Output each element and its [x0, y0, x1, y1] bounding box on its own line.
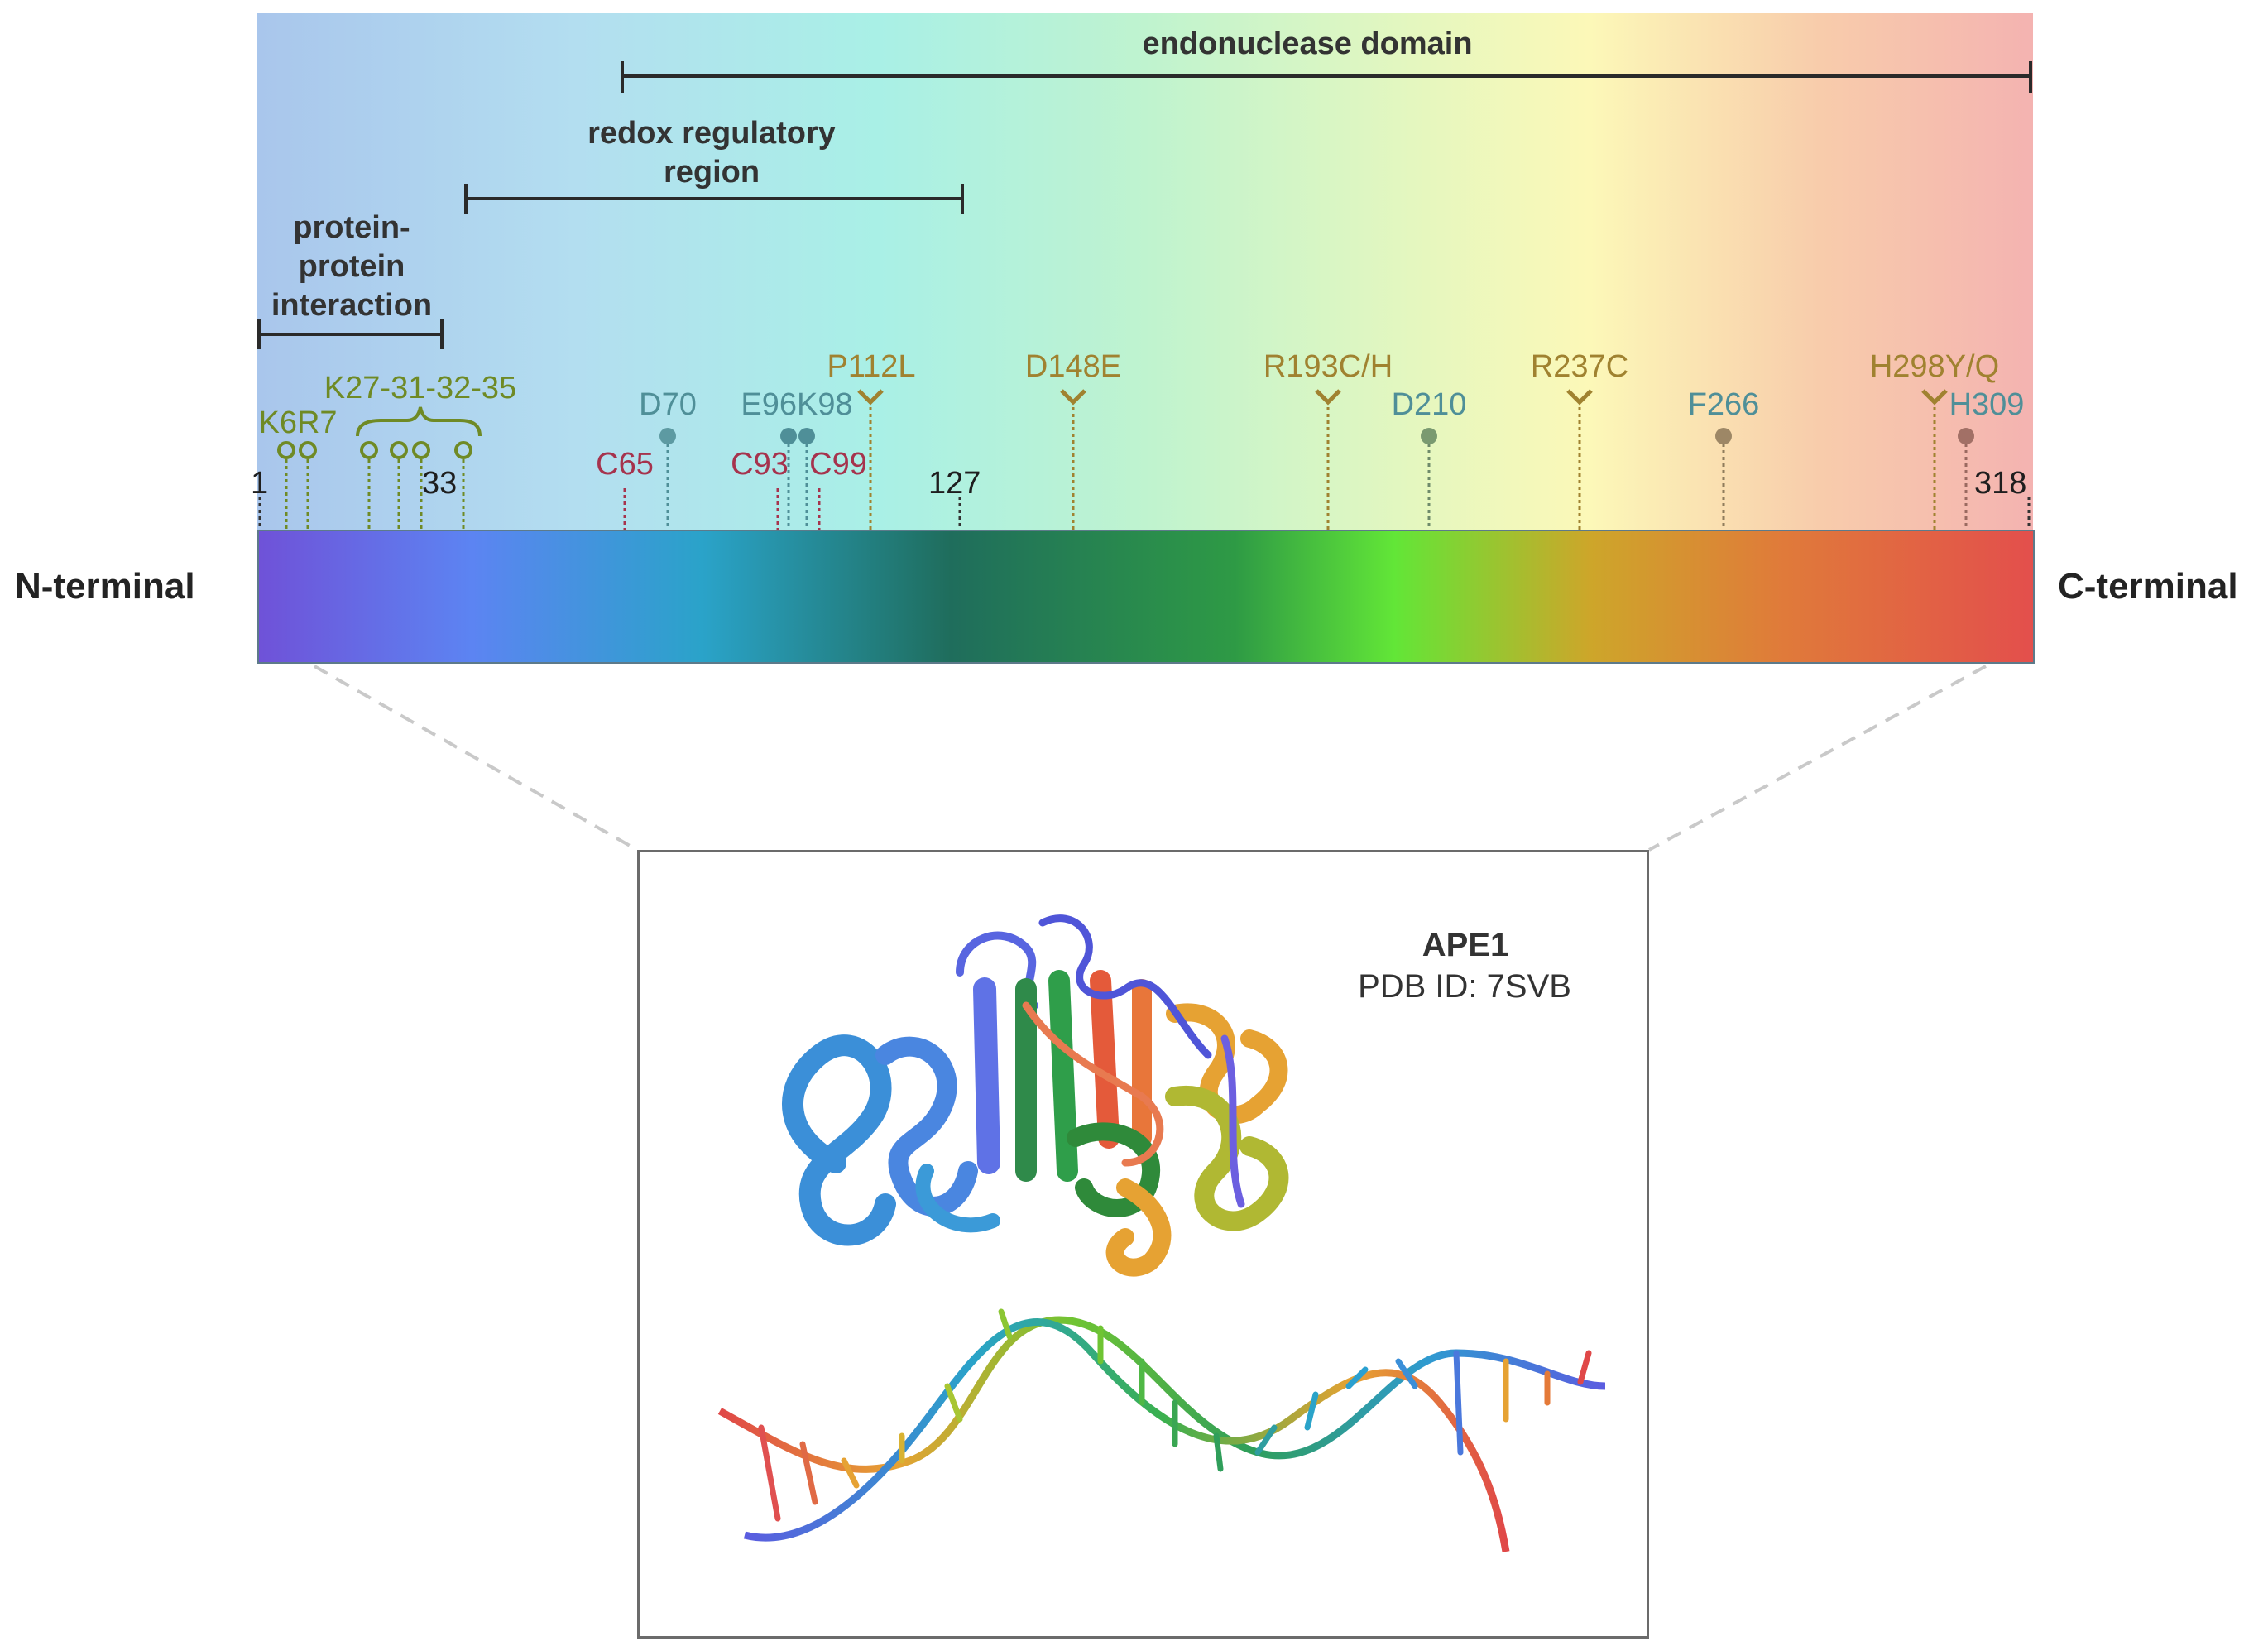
- d148e-marker: [1060, 389, 1086, 406]
- site-label-k6r7: K6R7: [258, 406, 338, 440]
- site-label-d70: D70: [639, 387, 697, 422]
- site-label-r193: R193C/H: [1263, 349, 1393, 384]
- k27-35-brace: [356, 406, 482, 437]
- n-terminal-label: N-terminal: [15, 566, 195, 607]
- r7-marker: [299, 441, 317, 459]
- site-label-f266: F266: [1687, 387, 1760, 422]
- h298-marker: [1921, 389, 1948, 406]
- ape1-dna-structure-image: [717, 914, 1605, 1552]
- c-terminal-label: C-terminal: [2058, 566, 2238, 607]
- h309-marker: [1958, 428, 1974, 444]
- endonuclease-domain-label: endonuclease domain: [1142, 26, 1473, 61]
- position-127: 127: [928, 466, 981, 501]
- k98-marker: [798, 428, 815, 444]
- site-markers: [258, 389, 2031, 530]
- zoom-connector-lines: [314, 665, 1987, 852]
- site-label-c93: C93: [731, 447, 789, 482]
- d70-marker: [659, 428, 676, 444]
- protein-protein-interaction-bracket: [257, 319, 444, 353]
- site-label-d210: D210: [1391, 387, 1467, 422]
- site-label-r237c: R237C: [1530, 349, 1629, 384]
- endonuclease-domain-bracket: [621, 61, 2032, 94]
- k35-marker: [454, 441, 472, 459]
- redox-region-label: redox regulatory region: [587, 116, 836, 190]
- k27-marker: [360, 441, 378, 459]
- r193-marker: [1315, 389, 1341, 406]
- k6-marker: [277, 441, 295, 459]
- site-label-e96k98: E96K98: [741, 387, 853, 422]
- pdb-id: PDB ID: 7SVB: [1358, 968, 1571, 1005]
- site-label-c65: C65: [596, 447, 654, 482]
- site-label-h298: H298Y/Q: [1869, 349, 2000, 384]
- d210-marker: [1421, 428, 1437, 444]
- protein-protein-interaction-label: protein- protein interaction: [271, 210, 433, 323]
- r237c-marker: [1566, 389, 1593, 406]
- e96-marker: [780, 428, 797, 444]
- position-318: 318: [1974, 466, 2027, 501]
- site-label-d148e: D148E: [1024, 349, 1122, 384]
- position-1: 1: [251, 466, 269, 501]
- protein-name: APE1: [1422, 927, 1509, 963]
- site-label-c99: C99: [809, 447, 867, 482]
- k31-marker: [390, 441, 408, 459]
- site-label-k27-35: K27-31-32-35: [324, 371, 517, 406]
- site-label-h309: H309: [1949, 387, 2025, 422]
- redox-region-bracket: [464, 184, 964, 217]
- site-label-p112l: P112L: [827, 349, 916, 384]
- sequence-bar: [257, 530, 2035, 664]
- k32-marker: [412, 441, 430, 459]
- p112l-marker: [857, 389, 884, 406]
- position-33: 33: [422, 466, 458, 501]
- f266-marker: [1715, 428, 1732, 444]
